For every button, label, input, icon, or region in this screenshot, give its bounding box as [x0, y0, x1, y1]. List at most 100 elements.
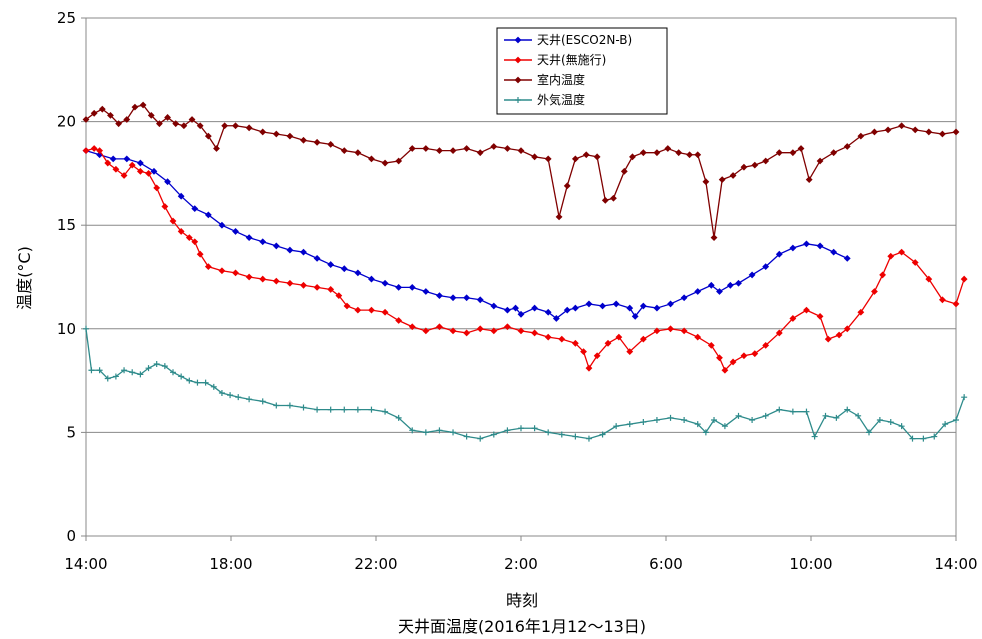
data-point	[803, 408, 810, 415]
data-point	[775, 250, 783, 258]
data-point	[680, 327, 688, 335]
data-point	[953, 416, 959, 423]
data-point	[450, 429, 457, 436]
data-point	[313, 138, 321, 146]
data-point	[939, 296, 946, 304]
data-point	[639, 302, 647, 310]
data-point	[235, 394, 242, 401]
series-line	[85, 104, 957, 238]
data-point	[653, 149, 661, 157]
data-point	[227, 392, 234, 399]
data-point	[245, 273, 253, 281]
data-point	[843, 143, 851, 150]
data-point	[876, 416, 883, 423]
legend-label: 外気温度	[537, 92, 585, 107]
data-point	[898, 122, 906, 130]
data-point	[476, 325, 484, 333]
data-point	[775, 329, 783, 337]
data-point	[939, 130, 946, 138]
data-point	[395, 317, 403, 324]
data-point	[653, 327, 661, 335]
data-point	[327, 140, 335, 148]
data-point	[422, 327, 430, 335]
data-point	[82, 147, 90, 155]
data-point	[911, 259, 919, 266]
data-point	[188, 116, 196, 123]
data-point	[210, 383, 217, 390]
data-point	[726, 281, 734, 289]
data-point	[314, 406, 321, 413]
data-point	[96, 147, 103, 155]
data-point	[653, 304, 661, 312]
data-point	[640, 419, 647, 426]
legend-swatch-marker	[515, 97, 521, 103]
data-point	[585, 300, 593, 308]
series-3	[83, 325, 968, 442]
data-point	[544, 333, 552, 341]
data-point	[300, 404, 307, 411]
data-point	[942, 421, 949, 428]
data-point	[272, 130, 280, 138]
data-point	[729, 172, 737, 179]
x-tick-label: 14:00	[64, 555, 107, 573]
legend-swatch-marker	[514, 76, 522, 84]
data-point	[702, 429, 709, 436]
data-point	[729, 358, 737, 366]
data-point	[121, 367, 128, 374]
data-point	[185, 234, 193, 242]
y-tick-label: 5	[66, 423, 76, 441]
data-point	[245, 234, 253, 242]
data-point	[599, 302, 606, 310]
data-point	[164, 114, 171, 121]
x-tick-label: 14:00	[934, 555, 977, 573]
data-point	[639, 149, 647, 157]
data-point	[626, 421, 633, 428]
data-point	[409, 427, 416, 434]
data-point	[131, 103, 139, 111]
data-point	[751, 161, 759, 169]
data-point	[843, 325, 851, 333]
data-point	[213, 145, 220, 152]
data-point	[490, 302, 498, 310]
y-tick-label: 10	[57, 320, 76, 338]
data-point	[844, 406, 851, 413]
data-point	[748, 271, 756, 279]
data-point	[272, 242, 280, 250]
data-point	[177, 192, 185, 200]
data-point	[381, 279, 389, 287]
data-point	[776, 406, 783, 413]
legend-label: 天井(無施行)	[537, 52, 606, 67]
data-point	[178, 373, 185, 380]
data-point	[789, 408, 796, 415]
data-point	[300, 248, 307, 256]
data-point	[490, 327, 498, 335]
data-point	[368, 155, 375, 163]
data-point	[803, 306, 810, 314]
data-point	[833, 414, 840, 421]
data-point	[82, 116, 90, 123]
data-point	[626, 348, 634, 355]
x-axis-label: 時刻	[506, 591, 538, 610]
data-point	[327, 406, 334, 413]
data-point	[449, 147, 457, 155]
x-tick-labels: 14:00 18:00 22:00 2:00 6:00 10:00 14:00	[64, 555, 977, 573]
data-point	[711, 416, 718, 423]
data-point	[871, 128, 878, 136]
data-point	[751, 350, 759, 358]
data-point	[805, 176, 813, 184]
chart-title: 天井面温度(2016年1月12～13日)	[398, 617, 646, 636]
data-point	[504, 145, 511, 152]
data-point	[716, 288, 723, 295]
data-point	[555, 213, 563, 221]
data-point	[960, 275, 968, 283]
data-point	[408, 323, 416, 331]
data-point	[531, 425, 538, 432]
data-point	[123, 116, 131, 123]
data-point	[313, 254, 321, 262]
data-point	[517, 147, 525, 155]
data-point	[156, 120, 163, 128]
data-point	[631, 312, 639, 320]
data-point	[504, 323, 511, 331]
data-point	[382, 408, 389, 415]
